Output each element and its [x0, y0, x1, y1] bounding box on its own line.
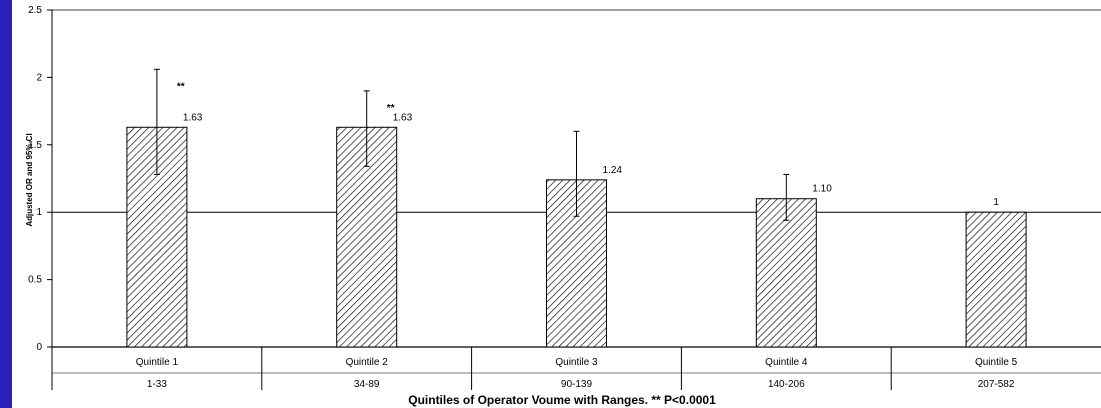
y-tick-label: 0.5 — [28, 275, 42, 286]
range-label: 90-139 — [561, 379, 593, 390]
y-tick-label: 1 — [36, 207, 42, 218]
range-label: 140-206 — [768, 379, 805, 390]
bar-quintile-5 — [965, 211, 1027, 348]
labels-group: 1.63**Quintile 11-331.63**Quintile 234-8… — [136, 81, 1018, 390]
y-tick-label: 1.5 — [28, 140, 42, 151]
range-label: 207-582 — [978, 379, 1015, 390]
x-tick-label: Quintile 5 — [975, 357, 1018, 368]
y-tick-label: 0 — [36, 342, 42, 353]
range-label: 34-89 — [354, 379, 380, 390]
significance-marker: ** — [177, 81, 185, 92]
y-axis-label: Adjusted OR and 95% CI — [25, 133, 34, 226]
bar-quintile-4 — [755, 198, 817, 348]
x-tick-label: Quintile 1 — [136, 357, 179, 368]
x-tick-label: Quintile 2 — [346, 357, 389, 368]
x-axis-label: Quintiles of Operator Voume with Ranges.… — [408, 393, 716, 407]
data-label: 1.63 — [183, 112, 203, 123]
data-label: 1.63 — [393, 112, 413, 123]
y-tick-label: 2 — [36, 72, 42, 83]
data-label: 1 — [993, 197, 999, 208]
data-label: 1.24 — [603, 165, 623, 176]
range-label: 1-33 — [147, 379, 167, 390]
y-tick-label: 2.5 — [28, 5, 42, 16]
bars-group — [126, 68, 1027, 348]
x-tick-label: Quintile 4 — [765, 357, 808, 368]
x-tick-label: Quintile 3 — [555, 357, 598, 368]
bar-quintile-3 — [546, 179, 607, 348]
significance-marker: ** — [387, 103, 395, 114]
data-label: 1.10 — [812, 184, 832, 195]
